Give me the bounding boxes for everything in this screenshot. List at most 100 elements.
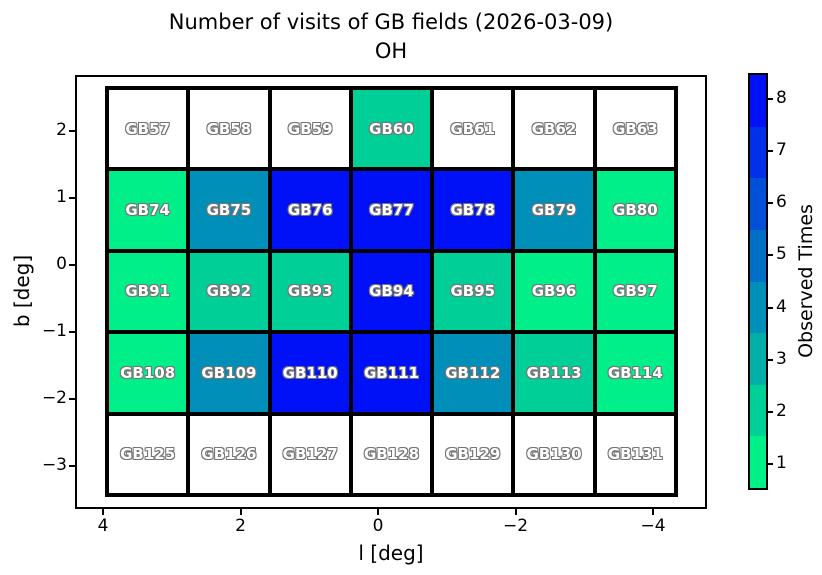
y-tick-label: 0: [56, 254, 67, 274]
y-tick-label: 1: [56, 187, 67, 207]
colorbar-tick-label: 5: [776, 244, 787, 265]
field-label: GB127: [282, 445, 338, 464]
colorbar-tick-mark: [768, 306, 773, 309]
field-label: GB77: [369, 201, 414, 220]
field-label: GB57: [125, 119, 170, 138]
field-label: GB125: [120, 445, 176, 464]
colorbar-tick-mark: [768, 410, 773, 413]
y-tick-mark: [69, 331, 75, 333]
y-tick-mark: [69, 398, 75, 400]
y-tick-mark: [69, 130, 75, 132]
field-cell-gb95: GB95: [434, 252, 512, 331]
colorbar-tick-mark: [768, 202, 773, 205]
field-label: GB96: [531, 282, 577, 301]
field-cell-gb96: GB96: [515, 252, 593, 331]
y-tick-label: −2: [41, 388, 67, 408]
colorbar-tick-label: 8: [776, 88, 787, 109]
field-label: GB94: [369, 282, 414, 301]
colorbar-tick-label: 2: [776, 400, 787, 421]
colorbar-tick-mark: [768, 150, 773, 153]
colorbar-tick-label: 3: [776, 348, 787, 369]
y-tick-mark: [69, 197, 75, 199]
colorbar-tick-label: 6: [776, 192, 787, 213]
x-tick-mark: [377, 509, 379, 515]
y-tick-mark: [69, 465, 75, 467]
field-cell-gb108: GB108: [109, 334, 187, 412]
field-label: GB111: [363, 363, 420, 382]
field-cell-gb77: GB77: [352, 171, 431, 249]
field-label: GB130: [526, 445, 582, 464]
field-cell-gb131: GB131: [596, 415, 674, 493]
field-label: GB59: [287, 119, 333, 138]
field-label: GB61: [450, 119, 496, 138]
field-cell-gb94: GB94: [352, 252, 431, 331]
field-cell-gb74: GB74: [109, 171, 187, 249]
field-label: GB63: [613, 119, 658, 138]
field-label: GB75: [206, 201, 252, 220]
field-cell-gb129: GB129: [434, 415, 512, 493]
x-tick-label: 4: [97, 516, 109, 536]
y-tick-mark: [69, 264, 75, 266]
x-tick-mark: [102, 509, 104, 515]
field-cell-gb75: GB75: [190, 171, 268, 249]
field-label: GB108: [120, 363, 176, 382]
field-label: GB126: [201, 445, 257, 464]
x-tick-label: −4: [640, 516, 666, 536]
y-tick-label: −1: [41, 321, 67, 341]
field-cell-gb63: GB63: [596, 90, 674, 168]
field-label: GB78: [450, 201, 496, 220]
field-label: GB128: [363, 445, 420, 464]
x-tick-label: −2: [502, 516, 529, 536]
x-tick-label: 0: [372, 516, 384, 536]
x-tick-label: 2: [235, 516, 246, 536]
field-cell-gb80: GB80: [596, 171, 674, 249]
field-cell-gb93: GB93: [271, 252, 349, 331]
field-label: GB62: [531, 119, 577, 138]
field-cell-gb114: GB114: [596, 334, 674, 412]
field-cell-gb76: GB76: [271, 171, 349, 249]
colorbar-tick-label: 7: [776, 140, 787, 161]
field-cell-gb78: GB78: [434, 171, 512, 249]
x-tick-mark: [239, 509, 242, 515]
field-cell-gb112: GB112: [434, 334, 512, 412]
y-tick-label: 2: [56, 120, 67, 140]
field-cell-gb58: GB58: [190, 90, 268, 168]
field-label: GB80: [613, 201, 658, 220]
chart-title: Number of visits of GB fields (2026-03-0…: [168, 10, 614, 34]
field-cell-gb79: GB79: [515, 171, 593, 249]
chart-subtitle: OH: [374, 39, 408, 63]
colorbar-segment-8: [750, 75, 766, 127]
field-cell-gb130: GB130: [515, 415, 593, 493]
colorbar-tick-label: 4: [776, 296, 787, 317]
colorbar-tick-mark: [768, 254, 773, 257]
field-label: GB79: [531, 201, 577, 220]
field-cell-gb110: GB110: [271, 334, 349, 412]
field-cell-gb97: GB97: [596, 252, 674, 331]
field-label: GB74: [125, 201, 170, 220]
field-cell-gb61: GB61: [434, 90, 512, 168]
field-label: GB114: [607, 363, 663, 382]
field-cell-gb62: GB62: [515, 90, 593, 168]
field-cell-gb91: GB91: [109, 252, 187, 331]
field-cell-gb109: GB109: [190, 334, 268, 412]
field-label: GB129: [445, 445, 501, 464]
colorbar-segment-5: [750, 229, 766, 282]
field-label: GB131: [607, 445, 663, 464]
colorbar-segment-6: [750, 178, 766, 230]
field-cell-gb59: GB59: [271, 90, 349, 168]
field-label: GB92: [206, 282, 252, 301]
colorbar-tick-label: 1: [776, 452, 787, 473]
field-label: GB113: [526, 363, 582, 382]
field-label: GB58: [206, 119, 252, 138]
colorbar: [748, 73, 768, 490]
field-cell-gb60: GB60: [352, 90, 431, 168]
colorbar-segment-3: [750, 333, 766, 385]
x-tick-mark: [514, 509, 517, 515]
field-cell-gb57: GB57: [109, 90, 187, 168]
field-cell-gb125: GB125: [109, 415, 187, 493]
colorbar-tick-mark: [768, 358, 773, 361]
colorbar-segment-2: [750, 384, 766, 437]
field-label: GB97: [613, 282, 658, 301]
field-label: GB60: [369, 119, 414, 138]
